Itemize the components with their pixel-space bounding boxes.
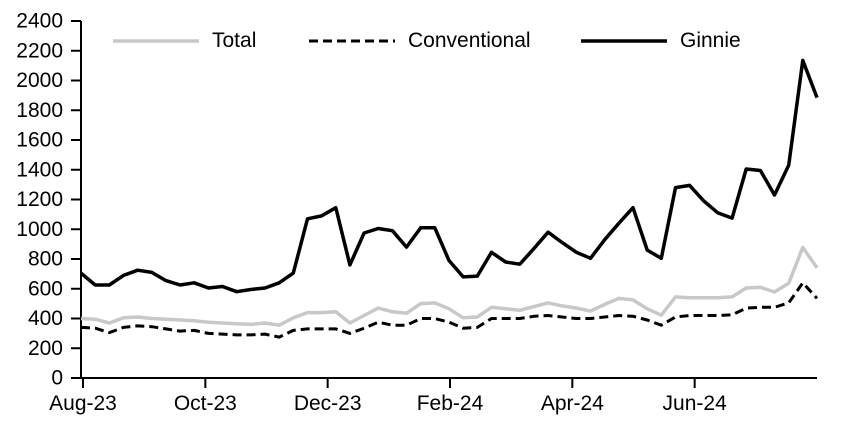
legend-item-total: Total (112, 29, 256, 53)
legend-item-ginnie: Ginnie (580, 29, 741, 53)
y-tick-label: 1600 (16, 129, 63, 152)
y-tick-label: 400 (28, 307, 63, 330)
legend-label-conventional: Conventional (408, 29, 531, 52)
series-line-ginnie (79, 58, 819, 294)
y-tick-label: 2400 (16, 10, 63, 33)
legend-swatch-conventional-line (309, 39, 395, 43)
y-tick-label: 800 (28, 248, 63, 271)
x-tick-label: Jun-24 (663, 392, 728, 415)
x-tick-label: Oct-23 (174, 392, 237, 415)
legend-label-total: Total (212, 29, 257, 52)
y-tick-label: 1400 (16, 158, 63, 181)
y-tick-label: 2200 (16, 39, 63, 62)
legend-swatch-total-line (113, 39, 199, 43)
y-tick-label: 0 (51, 367, 63, 390)
y-tick-label: 1800 (16, 99, 63, 122)
legend-swatch-ginnie-line (581, 39, 667, 43)
y-tick-label: 200 (28, 337, 63, 360)
legend-item-conventional: Conventional (308, 29, 531, 53)
series-line-total (80, 245, 819, 327)
y-tick-label: 1200 (16, 188, 63, 211)
x-tick-label: Feb-24 (417, 392, 484, 415)
y-tick-label: 600 (28, 277, 63, 300)
y-tick-label: 1000 (16, 218, 63, 241)
x-tick-label: Dec-23 (294, 392, 362, 415)
y-tick-label: 2000 (16, 69, 63, 92)
x-tick-label: Aug-23 (49, 392, 117, 415)
series-line-conventional (80, 281, 819, 339)
x-tick-label: Apr-24 (541, 392, 604, 415)
legend-label-ginnie: Ginnie (680, 29, 741, 52)
